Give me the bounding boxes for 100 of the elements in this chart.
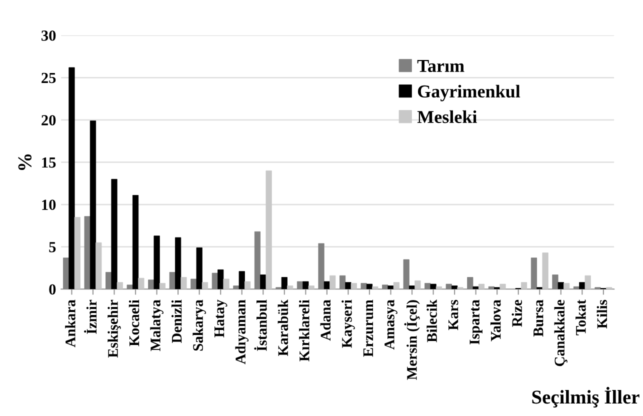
y-tick-label: 20 [42, 115, 56, 126]
bar [446, 284, 452, 290]
y-tick-label: 30 [42, 30, 56, 41]
bar [281, 277, 288, 290]
bar [308, 286, 314, 290]
x-axis-title: Seçilmiş İller [532, 386, 640, 408]
x-tick-label: Bursa [534, 300, 544, 337]
bar [138, 278, 144, 290]
x-tick-label: İstanbul [254, 300, 267, 351]
bar [403, 259, 410, 290]
bar [90, 120, 96, 290]
x-tick-label: Karabük [278, 300, 288, 356]
x-tick-label: Mersin (İçel) [404, 300, 420, 380]
x-tick-label: Kırklareli [299, 300, 310, 362]
bar [96, 242, 102, 290]
x-tick-label: Ankara [65, 300, 76, 348]
y-tick-label: 10 [42, 200, 56, 210]
bar [196, 247, 202, 290]
bar [106, 272, 112, 290]
bar [68, 67, 75, 290]
legend-label: Gayrimenkul [418, 84, 520, 102]
x-tick-label: Sakarya [192, 300, 206, 351]
bar [223, 278, 230, 290]
bar [202, 282, 208, 290]
bar [330, 275, 336, 290]
y-tick-label: 5 [49, 242, 56, 252]
bar [345, 282, 352, 290]
bar [287, 286, 294, 290]
bar [238, 271, 245, 290]
bar [360, 282, 367, 290]
x-tick-label: Adıyaman [235, 300, 248, 364]
bar [324, 281, 330, 290]
legend-label: Mesleki [417, 110, 477, 124]
bar [584, 275, 591, 290]
bar [148, 280, 154, 290]
bar [159, 282, 166, 290]
x-tick-label: Tokat [576, 300, 586, 336]
x-tick-label: Isparta [470, 300, 482, 344]
bar [254, 231, 261, 290]
bar [302, 281, 309, 290]
x-tick-label: Erzurum [363, 300, 374, 357]
bar [388, 286, 394, 290]
bar [372, 286, 378, 290]
bar [520, 282, 528, 290]
y-tick-label: 25 [42, 72, 56, 84]
bar [180, 277, 187, 290]
x-tick-label: Amasya [384, 300, 398, 350]
bar [542, 252, 548, 290]
x-tick-label: Bilecik [426, 300, 437, 342]
y-tick-label: 15 [42, 157, 56, 168]
bar [436, 286, 442, 290]
bar [244, 281, 251, 290]
bar [116, 282, 123, 290]
bar [154, 236, 160, 290]
x-tick-label: Eskişehir [108, 300, 121, 358]
bar [175, 237, 182, 290]
x-tick-label: Kars [448, 300, 458, 330]
bar [478, 284, 485, 290]
x-tick-label: Adana [320, 300, 331, 341]
x-tick-label: Hatay [214, 300, 228, 338]
x-tick-label: Malatya [150, 300, 164, 352]
bar [218, 269, 224, 290]
bar [350, 282, 357, 290]
bar [366, 284, 373, 290]
x-tick-label: İzmir [84, 300, 96, 334]
bar [472, 286, 479, 290]
bar [500, 284, 506, 290]
bar [393, 282, 400, 290]
bar [212, 272, 218, 290]
bar [296, 281, 304, 290]
bar [564, 282, 570, 290]
bar [132, 195, 139, 290]
bar [552, 274, 558, 290]
bar [430, 284, 436, 290]
bar [382, 284, 388, 290]
x-tick-label: Çanakkale [554, 300, 568, 366]
bar [169, 272, 176, 290]
x-tick-label: Kilis [596, 300, 608, 328]
bar [339, 275, 346, 290]
legend-label: Tarım [417, 60, 464, 72]
bar [266, 170, 272, 290]
bar [424, 282, 431, 290]
y-tick-label: 0 [49, 284, 56, 295]
bar [414, 280, 421, 290]
y-axis-title: % [18, 154, 32, 170]
bar [74, 217, 80, 290]
bar [558, 282, 564, 290]
bar [111, 178, 118, 290]
bar [260, 274, 266, 290]
bar [126, 284, 133, 290]
bar [452, 286, 458, 290]
x-tick-label: Yalova [490, 300, 501, 342]
bar [63, 258, 70, 290]
bar [190, 278, 197, 290]
bar [318, 243, 324, 290]
x-tick-label: Denizli [171, 300, 182, 344]
x-tick-label: Kocaeli [128, 300, 140, 346]
x-tick-label: Rize [512, 300, 522, 327]
x-tick-label: Kayseri [342, 300, 355, 348]
bar [467, 277, 474, 290]
